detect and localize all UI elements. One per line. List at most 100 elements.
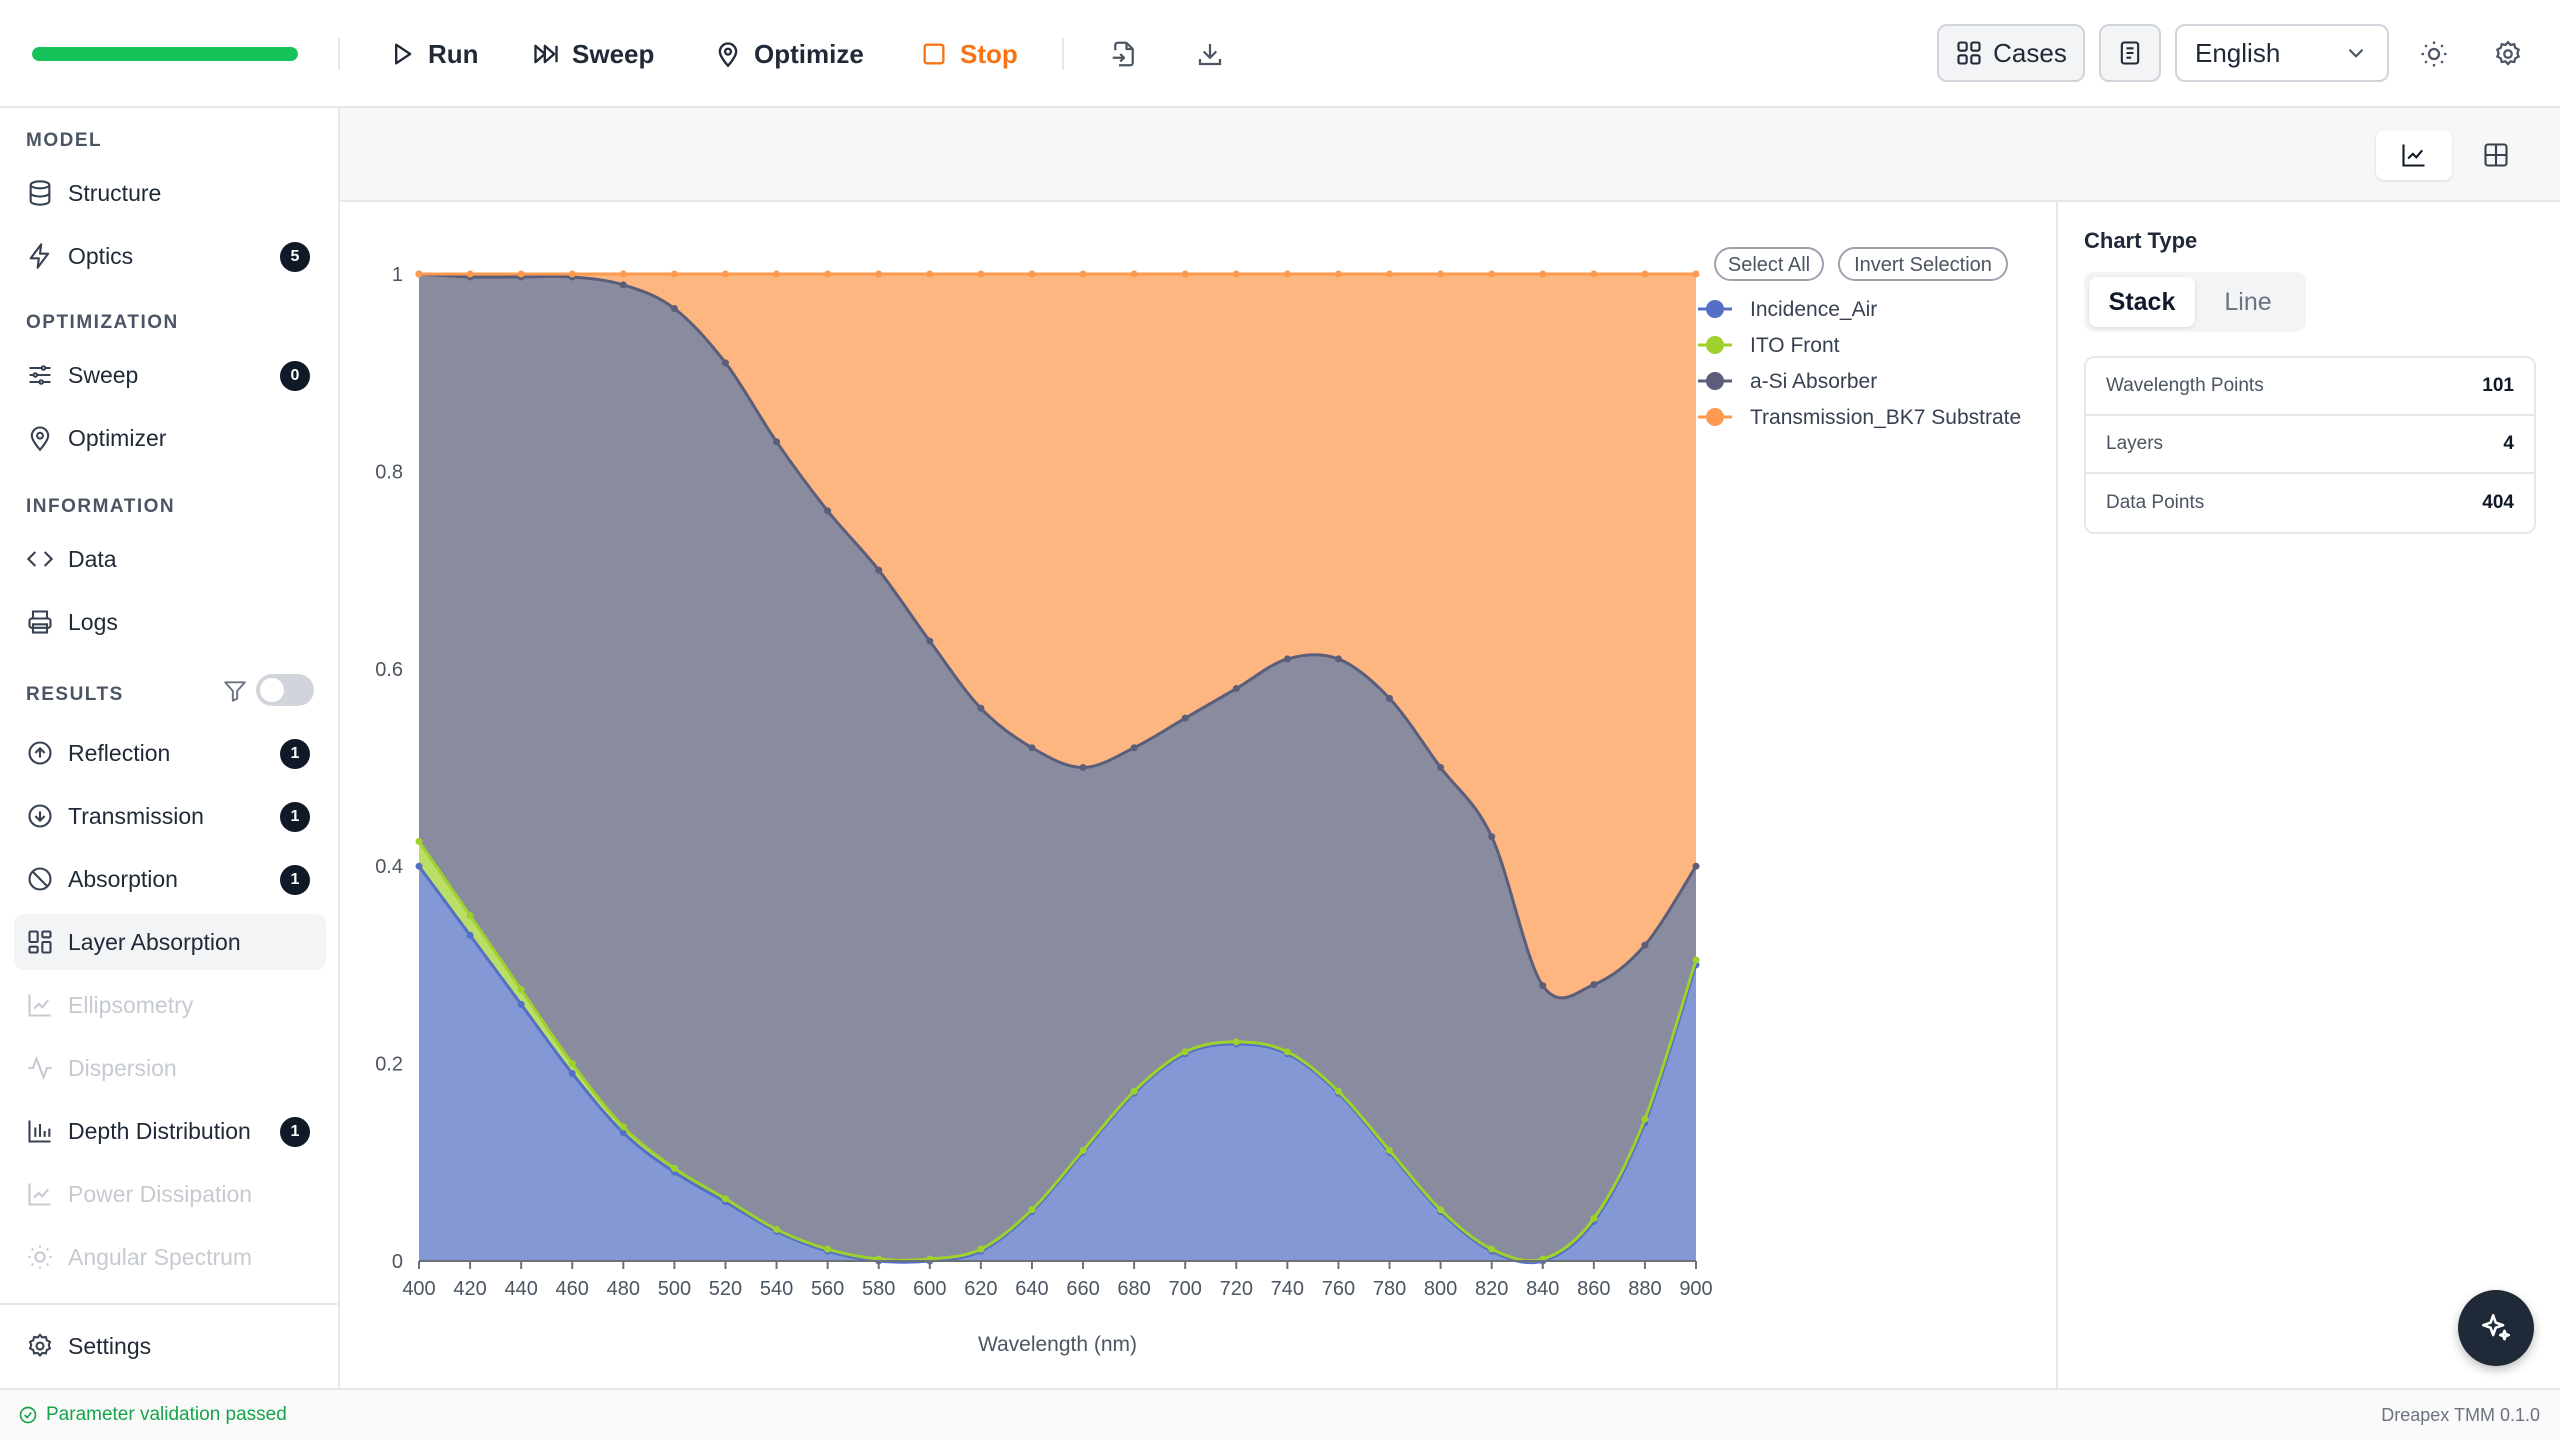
data-point xyxy=(1386,694,1394,702)
data-point xyxy=(1334,655,1342,663)
ai-assistant-button[interactable] xyxy=(2458,1290,2534,1366)
y-tick-label: 0.6 xyxy=(375,659,403,681)
table-icon xyxy=(2484,143,2508,167)
data-point xyxy=(1437,270,1445,278)
sidebar-item-label: Optimizer xyxy=(68,424,167,451)
sweep-button[interactable]: Sweep xyxy=(532,30,654,78)
data-point xyxy=(517,270,525,278)
x-tick-label: 420 xyxy=(453,1278,486,1300)
optimize-button[interactable]: Optimize xyxy=(714,30,864,78)
data-point xyxy=(875,270,883,278)
sidebar-item-optimizer[interactable]: Optimizer xyxy=(14,410,326,466)
cases-button[interactable]: Cases xyxy=(1937,24,2085,82)
sidebar-item-layer-absorption[interactable]: Layer Absorption xyxy=(14,914,326,970)
theme-toggle-button[interactable] xyxy=(2414,34,2454,74)
legend-item[interactable]: Transmission_BK7 Substrate xyxy=(1698,406,2021,429)
section-title-optimization: OPTIMIZATION xyxy=(26,312,179,333)
results-filter-toggle[interactable] xyxy=(256,674,314,706)
check-circle-icon xyxy=(19,1406,37,1424)
sidebar-item-ellipsometry[interactable]: Ellipsometry xyxy=(14,977,326,1033)
sidebar-item-settings[interactable]: Settings xyxy=(14,1318,326,1374)
select-all-button-label: Select All xyxy=(1728,254,1810,276)
data-point xyxy=(1692,956,1700,964)
language-select[interactable]: English xyxy=(2175,24,2389,82)
top-toolbar: Run Sweep Optimize Stop Cases English xyxy=(0,0,2560,108)
grid-icon xyxy=(1957,41,1981,65)
x-tick-label: 460 xyxy=(556,1278,589,1300)
stat-row: Data Points 404 xyxy=(2086,474,2534,532)
data-point xyxy=(670,1164,678,1172)
stop-icon xyxy=(923,43,945,65)
invert-selection-button[interactable]: Invert Selection xyxy=(1838,247,2008,281)
data-point xyxy=(1488,1245,1496,1253)
legend-item[interactable]: Incidence_Air xyxy=(1698,298,1877,321)
data-point xyxy=(1692,270,1700,278)
section-title-model: MODEL xyxy=(26,130,103,151)
data-point xyxy=(1028,1206,1036,1214)
data-point xyxy=(619,1123,627,1131)
sidebar-item-reflection[interactable]: Reflection 1 xyxy=(14,725,326,781)
x-tick-label: 620 xyxy=(964,1278,997,1300)
x-tick-label: 680 xyxy=(1117,1278,1150,1300)
document-icon xyxy=(2120,41,2140,65)
data-point xyxy=(1028,270,1036,278)
data-point xyxy=(1130,270,1138,278)
select-all-button[interactable]: Select All xyxy=(1714,247,1824,281)
sidebar-item-logs[interactable]: Logs xyxy=(14,594,326,650)
sidebar-item-label: Settings xyxy=(68,1332,152,1359)
data-point xyxy=(824,1245,832,1253)
table-view-button[interactable] xyxy=(2458,130,2534,180)
stat-label: Wavelength Points xyxy=(2106,375,2264,396)
sidebar-item-power-dissipation[interactable]: Power Dissipation xyxy=(14,1166,326,1222)
sidebar-item-sweep[interactable]: Sweep 0 xyxy=(14,347,326,403)
x-axis-label: Wavelength (nm) xyxy=(978,1333,1137,1356)
sidebar-item-optics[interactable]: Optics 5 xyxy=(14,228,326,284)
data-point xyxy=(568,1069,576,1077)
x-tick-label: 820 xyxy=(1475,1278,1508,1300)
run-label: Run xyxy=(428,38,479,69)
sidebar-item-transmission[interactable]: Transmission 1 xyxy=(14,788,326,844)
stat-value: 404 xyxy=(2482,492,2514,513)
data-point xyxy=(1028,744,1036,752)
legend-marker xyxy=(1706,300,1724,318)
sidebar-item-label: Absorption xyxy=(68,865,178,892)
import-button[interactable] xyxy=(1104,34,1144,74)
data-point xyxy=(415,838,423,846)
sidebar-item-dispersion[interactable]: Dispersion xyxy=(14,1040,326,1096)
data-point xyxy=(1386,1146,1394,1154)
data-point xyxy=(415,270,423,278)
data-point xyxy=(1539,982,1547,990)
data-point xyxy=(1437,1206,1445,1214)
settings-button[interactable] xyxy=(2488,34,2528,74)
data-point xyxy=(670,270,678,278)
filter-icon[interactable] xyxy=(222,678,248,704)
sidebar-item-structure[interactable]: Structure xyxy=(14,165,326,221)
chart-line-icon xyxy=(28,1183,51,1206)
chart-options-panel: Chart Type Stack Line Wavelength Points … xyxy=(2056,202,2560,1388)
ban-icon xyxy=(28,867,52,891)
chevron-down-icon xyxy=(2348,48,2364,58)
sidebar-item-depth-distribution[interactable]: Depth Distribution 1 xyxy=(14,1103,326,1159)
notes-button[interactable] xyxy=(2099,24,2161,82)
stop-button[interactable]: Stop xyxy=(920,30,1018,78)
stack-option[interactable]: Stack xyxy=(2089,277,2195,327)
download-button[interactable] xyxy=(1190,34,1230,74)
sidebar-item-absorption[interactable]: Absorption 1 xyxy=(14,851,326,907)
status-message: Parameter validation passed xyxy=(46,1404,287,1425)
data-point xyxy=(1334,270,1342,278)
x-tick-label: 860 xyxy=(1577,1278,1610,1300)
legend-item[interactable]: ITO Front xyxy=(1698,334,1840,357)
line-option[interactable]: Line xyxy=(2224,287,2272,316)
lightning-icon xyxy=(29,243,50,269)
run-button[interactable]: Run xyxy=(388,30,479,78)
sidebar-item-data[interactable]: Data xyxy=(14,531,326,587)
stat-label: Layers xyxy=(2106,433,2164,454)
code-icon xyxy=(26,551,54,567)
sidebar-item-angular-spectrum[interactable]: Angular Spectrum xyxy=(14,1229,326,1285)
gear-icon xyxy=(2495,40,2521,66)
data-point xyxy=(670,305,678,313)
legend-item[interactable]: a-Si Absorber xyxy=(1698,370,1877,393)
chart-view-button[interactable] xyxy=(2376,130,2452,180)
stat-label: Data Points xyxy=(2106,492,2205,513)
line-ito-front xyxy=(417,840,1698,1263)
